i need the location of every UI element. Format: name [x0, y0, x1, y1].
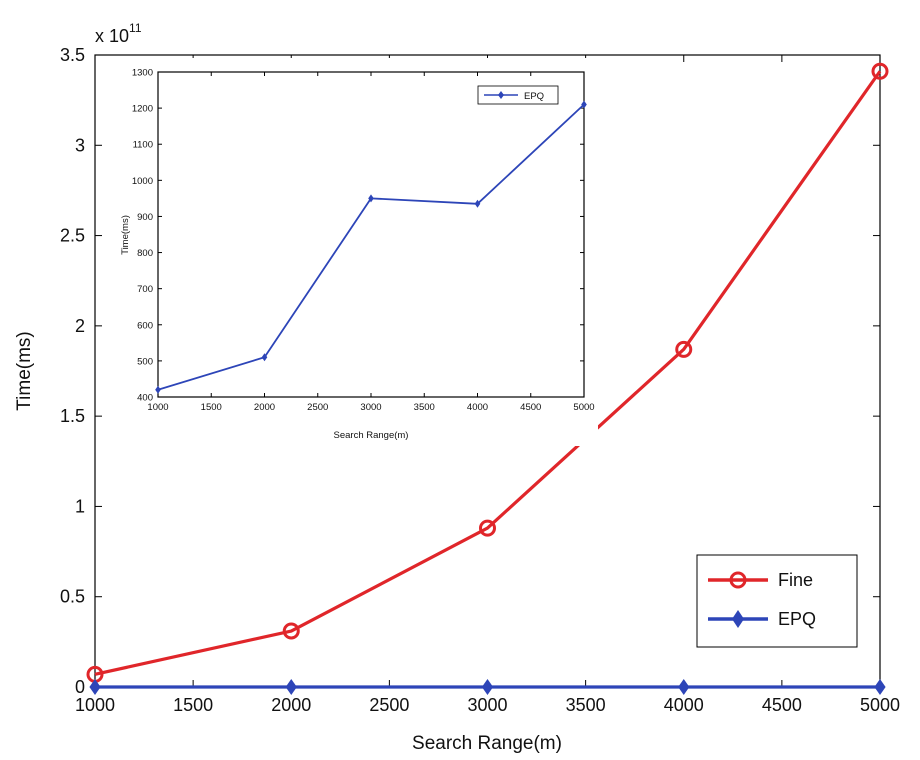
- y-exponent-power: 11: [129, 21, 142, 35]
- inset-point-epq: [155, 385, 161, 394]
- main-y-tick-label: 2: [75, 316, 85, 336]
- inset-y-axis-title: Time(ms): [120, 215, 131, 255]
- main-point-epq: [89, 679, 101, 695]
- inset-legend-marker-epq: [498, 91, 504, 99]
- main-y-tick-label: 1.5: [60, 406, 85, 426]
- main-line-fine: [94, 70, 882, 676]
- inset-x-tick-label: 1500: [201, 402, 222, 413]
- inset-series-markers: [155, 100, 587, 394]
- inset-x-tick-label: 1000: [147, 402, 168, 413]
- inset-x-tick-label: 3000: [360, 402, 381, 413]
- inset-y-tick-label: 1200: [132, 104, 153, 115]
- main-x-tick-label: 3500: [566, 695, 606, 715]
- main-y-tick-label: 0.5: [60, 587, 85, 607]
- inset-y-tick-label: 700: [137, 284, 153, 295]
- y-axis-title: Time(ms): [14, 331, 35, 411]
- main-x-tick-label: 4000: [664, 695, 704, 715]
- main-y-tick-label: 2.5: [60, 226, 85, 246]
- legend-label-epq: EPQ: [778, 609, 816, 629]
- inset-ticks: 1000 1500 2000 2500 3000 3500 4000 4500 5000 400 5…: [132, 68, 595, 414]
- main-chart: 1000 1500 2000 2500 3000 3500 4000 4500 500000.5…: [14, 21, 900, 754]
- inset-x-tick-label: 5000: [573, 402, 594, 413]
- inset-background: [112, 58, 598, 446]
- legend-label-fine: Fine: [778, 570, 813, 590]
- main-x-tick-label: 3000: [467, 695, 507, 715]
- x-axis-title: Search Range(m): [412, 733, 562, 754]
- inset-y-tick-label: 1000: [132, 176, 153, 187]
- inset-x-tick-label: 4500: [520, 402, 541, 413]
- inset-x-axis-title: Search Range(m): [334, 430, 409, 441]
- inset-x-tick-label: 4000: [467, 402, 488, 413]
- inset-y-tick-label: 1100: [133, 140, 153, 151]
- main-point-epq: [285, 679, 297, 695]
- inset-y-tick-label: 900: [137, 212, 153, 223]
- main-ticks: 1000 1500 2000 2500 3000 3500 4000 4500 500000.5…: [60, 45, 900, 715]
- main-series-markers: [86, 62, 889, 695]
- main-x-tick-label: 2500: [369, 695, 409, 715]
- main-x-tick-label: 1500: [173, 695, 213, 715]
- inset-y-tick-label: 1300: [132, 68, 153, 79]
- main-x-tick-label: 5000: [860, 695, 900, 715]
- inset-point-epq: [368, 194, 374, 203]
- main-point-fine: [282, 622, 300, 640]
- main-point-fine: [675, 340, 693, 358]
- inset-x-tick-label: 2000: [254, 402, 275, 413]
- main-x-tick-label: 1000: [75, 695, 115, 715]
- main-point-epq: [874, 679, 886, 695]
- main-legend-box: [696, 554, 858, 648]
- inset-legend: EPQ: [477, 85, 559, 105]
- inset-y-tick-label: 500: [137, 356, 153, 367]
- main-y-tick-label: 1: [75, 496, 85, 516]
- inset-point-epq: [261, 353, 268, 362]
- inset-point-epq: [581, 100, 587, 109]
- main-y-tick-label: 3.5: [60, 45, 85, 65]
- inset-y-tick-label: 800: [137, 248, 153, 259]
- main-point-fine: [479, 519, 496, 537]
- main-point-fine: [871, 62, 889, 80]
- main-y-tick-label: 3: [75, 135, 85, 155]
- main-point-epq: [481, 679, 494, 695]
- inset-x-tick-label: 2500: [307, 402, 328, 413]
- inset-y-tick-label: 400: [137, 393, 153, 404]
- main-legend: Fine EPQ: [696, 554, 858, 648]
- main-y-tick-label: 0: [75, 677, 85, 697]
- legend-marker-epq: [732, 610, 744, 628]
- inset-y-tick-label: 600: [137, 320, 153, 331]
- y-exponent-label: x 1011: [95, 21, 142, 46]
- inset-chart: 1000 1500 2000 2500 3000 3500 4000 4500 5000 400 5…: [112, 58, 598, 446]
- main-x-tick-label: 2000: [271, 695, 311, 715]
- main-x-tick-label: 4500: [762, 695, 802, 715]
- inset-point-epq: [474, 199, 481, 208]
- inset-legend-label-epq: EPQ: [524, 91, 544, 102]
- legend-marker-fine: [729, 571, 747, 589]
- main-point-epq: [678, 679, 690, 695]
- inset-x-tick-label: 3500: [414, 402, 435, 413]
